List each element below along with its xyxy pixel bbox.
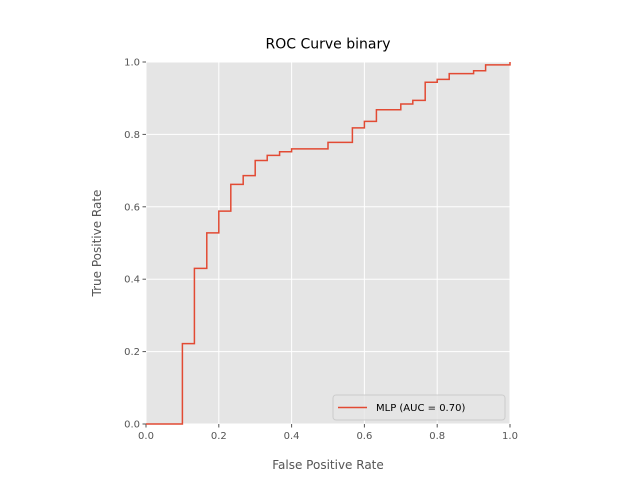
plot-area xyxy=(146,62,510,424)
series-layer xyxy=(146,62,511,425)
x-tick-label: 1.0 xyxy=(502,431,518,442)
grid-lines xyxy=(145,61,511,425)
y-tick-label: 0.6 xyxy=(124,202,140,213)
x-tick-label: 0.4 xyxy=(284,431,300,442)
x-axis-label: False Positive Rate xyxy=(272,458,384,472)
y-tick-label: 0.0 xyxy=(124,420,140,431)
y-tick-label: 0.2 xyxy=(124,347,140,358)
y-axis-label: True Positive Rate xyxy=(90,190,104,298)
x-tick-label: 0.0 xyxy=(138,431,154,442)
y-tick-label: 1.0 xyxy=(124,58,140,69)
legend-label-mlp: MLP (AUC = 0.70) xyxy=(376,403,465,414)
x-tick-label: 0.2 xyxy=(211,431,227,442)
axis-ticks: 0.0 0.2 0.4 0.6 0.8 1.0 0.0 0.2 0.4 0.6 0.8 1.0 xyxy=(124,58,518,443)
x-tick-label: 0.8 xyxy=(429,431,445,442)
roc-curve-line xyxy=(146,62,511,425)
legend: MLP (AUC = 0.70) xyxy=(332,394,506,421)
chart-title: ROC Curve binary xyxy=(266,37,391,53)
legend-box xyxy=(332,394,506,421)
x-tick-label: 0.6 xyxy=(356,431,372,442)
y-tick-label: 0.4 xyxy=(124,275,140,286)
y-tick-label: 0.8 xyxy=(124,130,140,141)
